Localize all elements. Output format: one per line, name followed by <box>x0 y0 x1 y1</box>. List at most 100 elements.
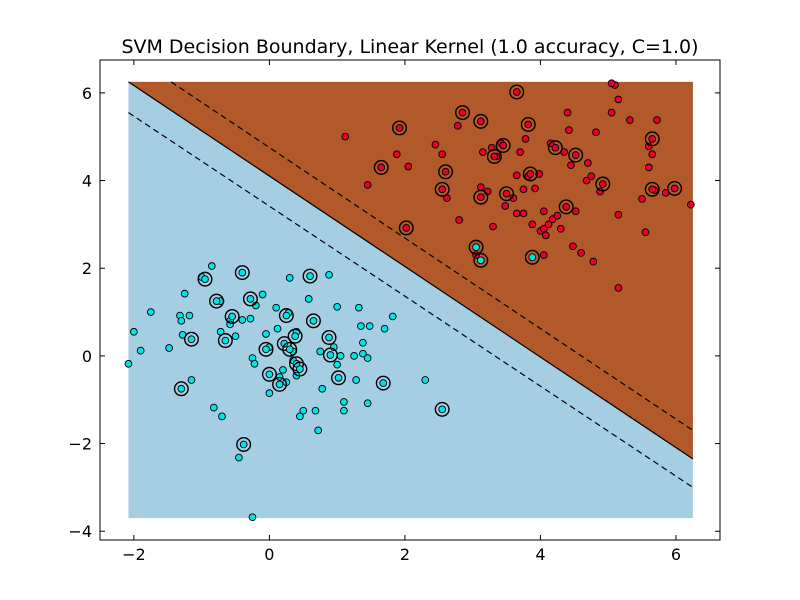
data-point-positive <box>539 251 548 259</box>
data-point-positive <box>645 163 653 172</box>
support-vector-point <box>275 380 284 389</box>
data-point-positive <box>582 176 591 185</box>
support-vector-point <box>265 370 274 379</box>
support-vector-ring <box>287 328 303 344</box>
support-vector-point <box>648 135 657 143</box>
support-vector-point <box>395 124 404 132</box>
data-point-negative <box>246 314 255 323</box>
support-vector-point <box>325 333 333 342</box>
data-point-positive <box>614 284 623 292</box>
support-vector-ring <box>524 249 540 265</box>
data-point-negative <box>209 403 218 412</box>
data-point-positive <box>438 150 447 159</box>
data-point-positive <box>521 135 530 143</box>
support-vector-ring <box>236 436 252 452</box>
data-point-negative <box>250 359 259 368</box>
data-point-positive <box>501 202 510 210</box>
support-vector-ring <box>272 376 288 392</box>
support-vector-ring <box>667 180 683 196</box>
chart-title: SVM Decision Boundary, Linear Kernel (1.… <box>121 36 698 58</box>
support-vector-ring <box>292 361 308 377</box>
support-vector-ring <box>522 166 538 182</box>
support-vector-point <box>490 152 499 161</box>
support-vector-point <box>262 345 270 354</box>
x-tick-label: 2 <box>400 545 410 564</box>
data-point-positive <box>512 209 521 218</box>
support-vector-ring <box>473 252 489 268</box>
support-vector-ring <box>595 176 611 192</box>
support-vector-point <box>282 311 291 320</box>
data-point-positive <box>528 220 537 229</box>
data-point-positive <box>476 183 485 191</box>
support-vector-ring <box>398 220 414 236</box>
data-point-positive <box>641 228 650 237</box>
x-tick-label: −2 <box>122 545 146 564</box>
y-tick-label: −4 <box>68 522 92 541</box>
support-vector-point <box>326 351 335 359</box>
support-vector-ring <box>261 366 277 382</box>
data-point-positive <box>431 140 440 149</box>
data-point-positive <box>626 116 634 124</box>
support-vector-ring <box>209 293 225 309</box>
support-vector-point <box>562 202 571 211</box>
support-vector-point <box>280 339 289 348</box>
support-vector-point <box>221 336 230 345</box>
data-point-positive <box>592 128 600 137</box>
support-vector-ring <box>644 181 660 197</box>
support-vector-point <box>571 151 580 159</box>
plot-frame <box>99 59 721 541</box>
support-vector-ring <box>183 331 199 347</box>
support-vector-ring <box>276 336 292 352</box>
data-point-negative <box>311 406 320 415</box>
support-vector-point <box>285 345 294 354</box>
support-vector-ring <box>242 291 258 307</box>
support-vector-ring <box>547 140 563 156</box>
support-vector-ring <box>224 308 240 324</box>
support-vector-ring <box>468 239 484 255</box>
data-point-positive <box>607 108 616 117</box>
data-point-positive <box>489 222 497 231</box>
data-point-positive <box>571 207 580 216</box>
support-vector-ring <box>473 189 489 205</box>
data-point-positive <box>553 211 562 220</box>
data-point-positive <box>531 184 539 193</box>
data-point-positive <box>542 231 550 240</box>
data-point-positive <box>648 150 657 159</box>
support-vector-point <box>476 256 485 265</box>
data-point-positive <box>455 216 463 224</box>
data-point-positive <box>638 195 646 203</box>
data-point-negative <box>318 384 327 393</box>
support-vector-ring <box>520 116 536 132</box>
data-point-positive <box>519 209 528 218</box>
support-vector-ring <box>278 308 294 324</box>
data-point-negative <box>357 322 365 330</box>
support-vector-point <box>438 185 447 194</box>
data-point-positive <box>645 142 653 151</box>
data-point-negative <box>314 426 323 435</box>
data-point-positive <box>478 148 487 156</box>
data-point-positive <box>567 161 575 170</box>
data-point-negative <box>354 303 363 312</box>
data-point-negative <box>124 359 133 368</box>
data-point-negative <box>207 262 216 270</box>
data-point-negative <box>359 349 367 358</box>
support-vector-point <box>212 297 221 305</box>
support-vector-ring <box>495 137 511 153</box>
data-point-positive <box>563 108 572 117</box>
data-point-negative <box>279 366 287 374</box>
support-vector-point <box>379 379 388 387</box>
y-tick-label: 0 <box>82 347 92 366</box>
data-point-positive <box>516 148 524 156</box>
support-vector-point <box>246 295 255 303</box>
data-point-positive <box>392 150 401 159</box>
data-point-negative <box>180 289 189 298</box>
data-point-negative <box>238 316 247 324</box>
data-point-negative <box>235 453 243 462</box>
data-point-negative <box>350 352 358 360</box>
support-vector-point <box>306 272 314 280</box>
data-point-negative <box>177 316 186 325</box>
support-vector-ring <box>197 271 213 287</box>
support-vector-point <box>648 185 657 194</box>
support-vector-ring <box>434 401 450 417</box>
support-vector-point <box>309 316 318 325</box>
